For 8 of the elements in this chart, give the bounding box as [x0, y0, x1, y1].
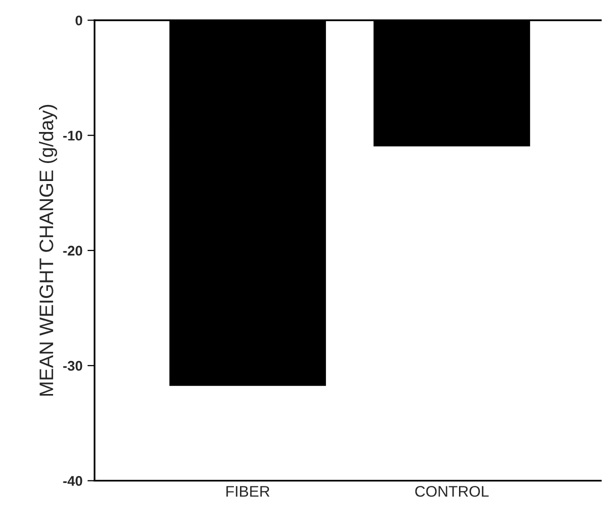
y-tick-label: -20	[63, 246, 82, 256]
y-axis-title: MEAN WEIGHT CHANGE (g/day)	[38, 104, 58, 396]
y-tick-label: 0	[76, 16, 82, 26]
y-tick-label: -40	[63, 476, 82, 486]
y-tick-label: -10	[63, 130, 82, 141]
x-tick-label: CONTROL	[415, 486, 489, 497]
x-tick-label: FIBER	[226, 486, 270, 497]
y-tick-label: -30	[63, 360, 82, 371]
